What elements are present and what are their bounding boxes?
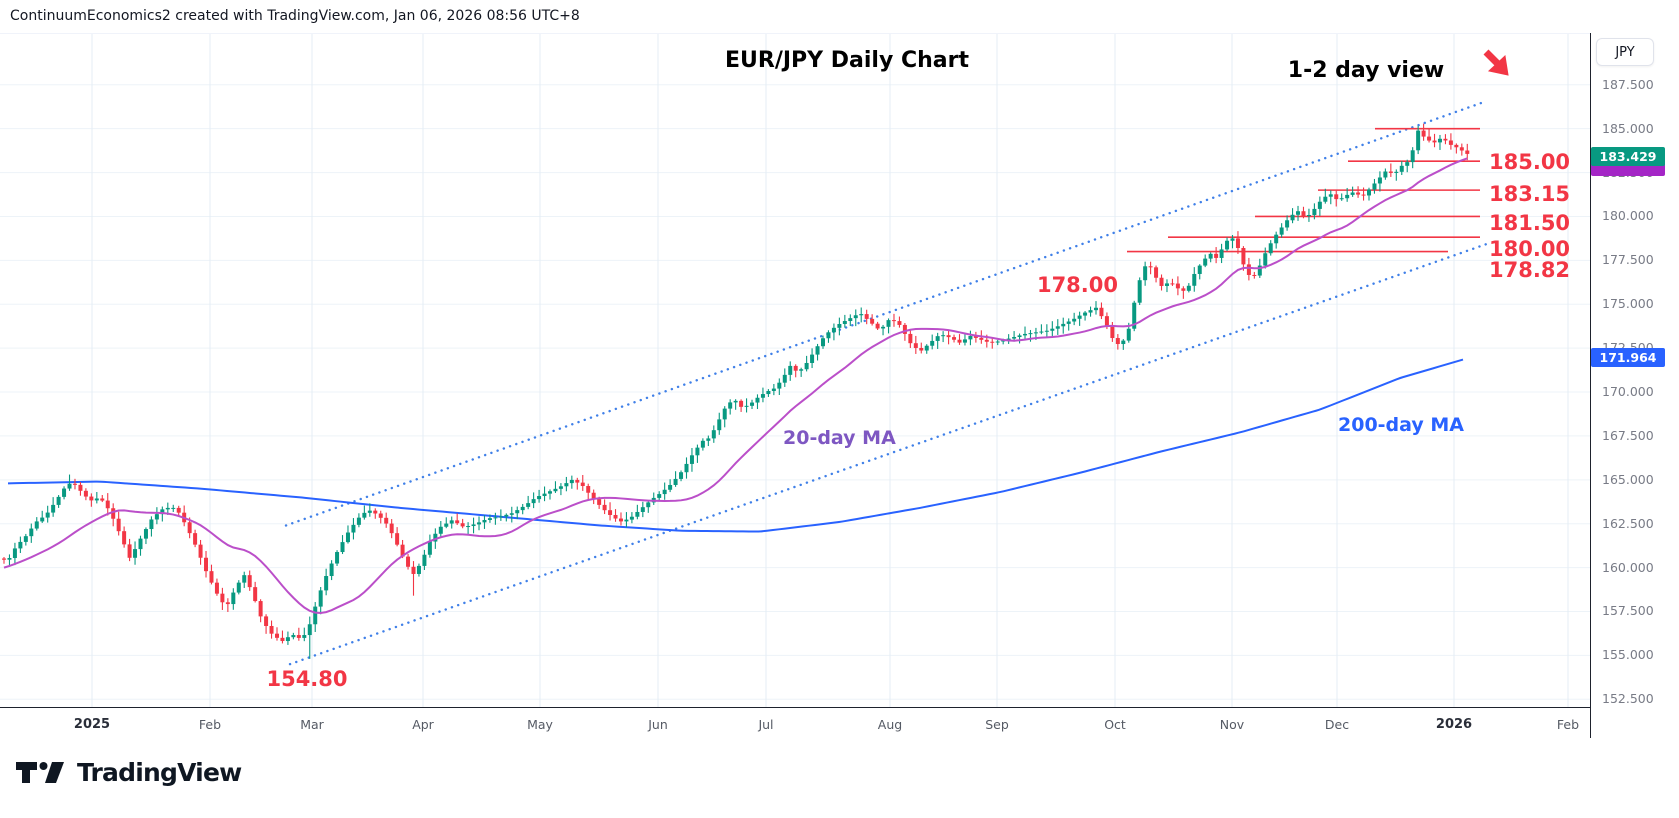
level-label: 183.15: [1489, 182, 1571, 207]
time-tick: May: [527, 717, 553, 732]
level-label: 185.00: [1489, 149, 1571, 174]
time-tick: Feb: [1556, 717, 1580, 732]
ma200-label: 200-day MA: [1338, 414, 1464, 436]
price-tick: 165.000: [1602, 471, 1654, 487]
time-tick: 2025: [73, 717, 111, 732]
ma20-label: 20-day MA: [783, 427, 896, 449]
price-tick: 175.000: [1602, 296, 1654, 312]
price-tick: 185.000: [1602, 120, 1654, 136]
time-tick: Apr: [412, 717, 434, 732]
price-tick: 170.000: [1602, 384, 1654, 400]
tradingview-logo-icon: [16, 761, 64, 783]
last-price-badge: 183.429: [1591, 146, 1665, 166]
time-tick: Jul: [758, 717, 774, 732]
axis-divider: [1590, 708, 1591, 738]
time-tick: Aug: [877, 717, 903, 732]
price-tick: 187.500: [1602, 76, 1654, 92]
time-tick: 2026: [1435, 717, 1473, 732]
level-label: 178.00: [1036, 272, 1118, 297]
time-tick: Dec: [1324, 717, 1350, 732]
price-tick: 167.500: [1602, 427, 1654, 443]
time-tick: Oct: [1104, 717, 1126, 732]
time-tick: Sep: [985, 717, 1009, 732]
ma20-value-strip: [1591, 162, 1665, 177]
currency-button[interactable]: JPY: [1596, 38, 1654, 66]
chart-title: EUR/JPY Daily Chart: [725, 48, 969, 73]
price-tick: 180.000: [1602, 208, 1654, 224]
price-scale[interactable]: JPY 187.500185.000182.500180.000177.5001…: [1591, 33, 1679, 740]
chart-area[interactable]: EUR/JPY Daily Chart 1-2 day view 20-day …: [0, 33, 1679, 740]
price-tick: 162.500: [1602, 515, 1654, 531]
tradingview-logo-text: TradingView: [77, 758, 242, 787]
price-tick: 160.000: [1602, 559, 1654, 575]
time-tick: Nov: [1219, 717, 1245, 732]
credit-line: ContinuumEconomics2 created with Trading…: [10, 8, 580, 24]
price-tick: 177.500: [1602, 252, 1654, 268]
level-label: 180.00: [1489, 237, 1571, 262]
low-price-label: 154.80: [266, 667, 348, 691]
down-right-arrow-icon: [1483, 49, 1509, 76]
ma200-value-badge: 171.964: [1591, 348, 1665, 368]
level-label: 178.82: [1489, 258, 1571, 283]
time-tick: Feb: [198, 717, 222, 732]
tradingview-logo: TradingView: [16, 758, 242, 787]
price-tick: 152.500: [1602, 691, 1654, 707]
price-tick: 155.000: [1602, 647, 1654, 663]
level-label: 181.50: [1489, 211, 1571, 236]
time-axis[interactable]: 2025 Feb Mar Apr May Jun Jul Aug Sep Oct Nov Dec 202…: [0, 708, 1679, 740]
price-tick: 157.500: [1602, 603, 1654, 619]
chart-canvas[interactable]: [0, 33, 1679, 740]
time-tick: Mar: [300, 717, 324, 732]
time-tick: Jun: [648, 717, 668, 732]
annotation-1-2-day-view: 1-2 day view: [1287, 58, 1445, 83]
